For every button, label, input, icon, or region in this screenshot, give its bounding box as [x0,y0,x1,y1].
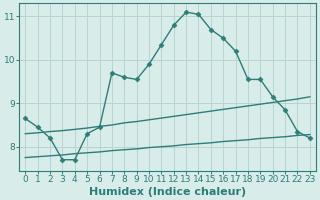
X-axis label: Humidex (Indice chaleur): Humidex (Indice chaleur) [89,187,246,197]
